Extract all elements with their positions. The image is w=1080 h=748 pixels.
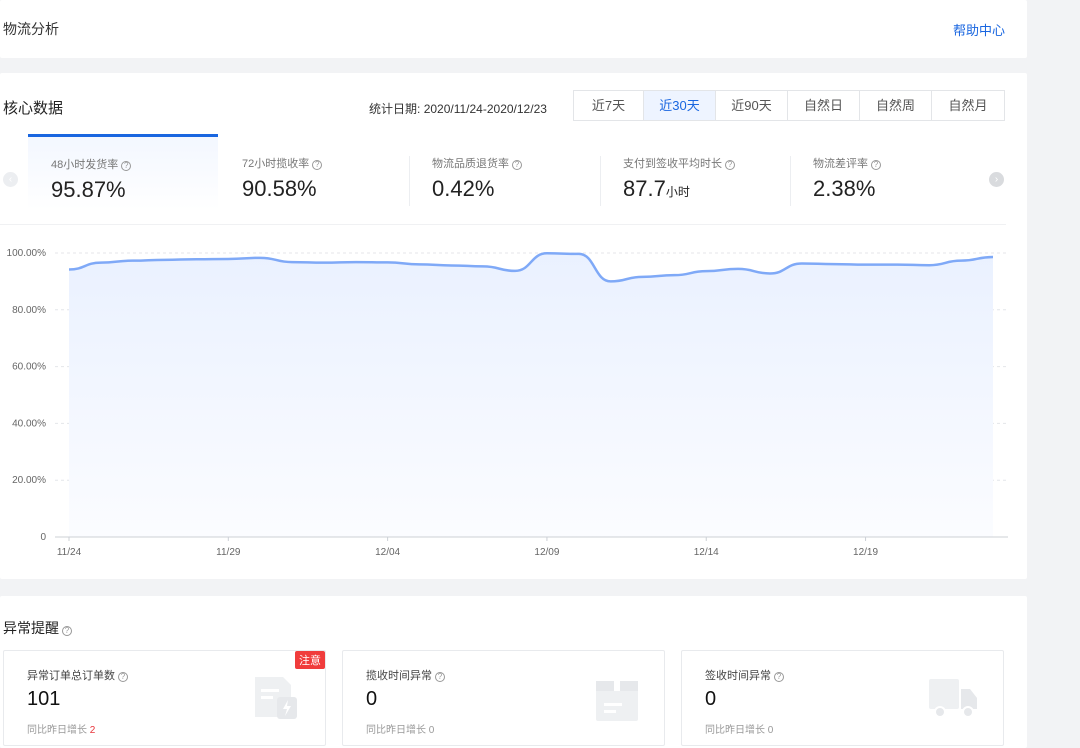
- help-icon[interactable]: ?: [121, 161, 132, 171]
- truck-icon: [929, 679, 977, 718]
- metric-label-text: 支付到签收平均时长: [623, 158, 722, 170]
- metric-value: 90.58%: [242, 176, 317, 201]
- alerts-title-text: 异常提醒: [3, 620, 59, 636]
- growth-label: 同比昨日增长: [705, 725, 765, 736]
- y-tick-label: 100.00%: [7, 248, 47, 259]
- stat-date-range: 2020/11/24-2020/12/23: [423, 102, 547, 116]
- metric-48h-shipping-rate[interactable]: 48小时发货率? 95.87%: [28, 134, 218, 210]
- metric-avg-delivery-time[interactable]: 支付到签收平均时长? 87.7小时: [600, 135, 790, 211]
- alerts-panel: 异常提醒? 注意 异常订单总订单数? 101 同比昨日增长 2 揽收时间异常? …: [0, 596, 1027, 748]
- x-tick-label: 12/19: [853, 547, 878, 558]
- metric-label: 物流品质退货率?: [432, 155, 522, 171]
- metric-value: 2.38%: [813, 176, 876, 201]
- tab-90-days[interactable]: 近90天: [716, 91, 788, 120]
- metric-value: 95.87%: [51, 177, 126, 202]
- help-icon[interactable]: ?: [725, 160, 735, 170]
- warning-badge: 注意: [295, 651, 325, 669]
- metric-label-text: 72小时揽收率: [242, 158, 310, 170]
- tab-30-days[interactable]: 近30天: [644, 91, 716, 120]
- card-label-text: 签收时间异常: [705, 670, 771, 682]
- growth-value: 0: [428, 725, 435, 736]
- card-label: 异常订单总订单数?: [27, 667, 128, 683]
- tab-7-days[interactable]: 近7天: [574, 91, 644, 120]
- metric-unit: 小时: [665, 185, 690, 199]
- series-line: [68, 252, 994, 283]
- metric-label: 支付到签收平均时长?: [623, 155, 735, 171]
- metric-value: 0.42%: [432, 176, 495, 201]
- card-value: 101: [27, 688, 61, 710]
- page-title: 物流分析: [3, 21, 59, 37]
- tab-natural-week[interactable]: 自然周: [860, 91, 932, 120]
- help-icon[interactable]: ?: [871, 160, 881, 170]
- help-icon[interactable]: ?: [435, 672, 445, 682]
- card-value: 0: [366, 688, 378, 710]
- card-label: 揽收时间异常?: [366, 667, 445, 683]
- tab-natural-month[interactable]: 自然月: [948, 98, 988, 113]
- metric-value: 87.7小时: [623, 176, 690, 202]
- date-range-tabs: 近7天 近30天 近90天 自然日 自然周 自然月: [573, 90, 1005, 121]
- core-data-panel: 核心数据 统计日期: 2020/11/24-2020/12/23 近7天 近30…: [0, 73, 1027, 579]
- trend-chart: 0 20.00% 40.00% 60.00% 80.00% 100.00% 11/24 11/…: [7, 248, 1008, 558]
- metric-divider: [790, 156, 791, 206]
- metric-negative-review-rate[interactable]: 物流差评率? 2.38%: [790, 135, 980, 211]
- alerts-title: 异常提醒?: [3, 618, 72, 638]
- metrics-separator: [0, 224, 1006, 225]
- metric-label: 72小时揽收率?: [242, 155, 323, 171]
- card-value: 0: [705, 688, 717, 710]
- alert-card-abnormal-orders[interactable]: 注意 异常订单总订单数? 101 同比昨日增长 2: [3, 650, 326, 746]
- help-icon[interactable]: ?: [312, 160, 323, 170]
- chart-area-fill: [69, 253, 993, 537]
- help-icon[interactable]: ?: [62, 626, 72, 636]
- next-arrow-icon[interactable]: ›: [989, 172, 1004, 187]
- help-icon[interactable]: ?: [118, 672, 128, 682]
- alert-card-pickup-time[interactable]: 揽收时间异常? 0 同比昨日增长 0: [342, 650, 665, 746]
- y-tick-label: 20.00%: [12, 475, 46, 486]
- package-icon: [596, 681, 638, 721]
- metric-quality-return-rate[interactable]: 物流品质退货率? 0.42%: [409, 135, 599, 211]
- x-tick-label: 11/24: [57, 547, 82, 558]
- card-growth: 同比昨日增长 0: [705, 721, 773, 736]
- tab-natural-day[interactable]: 自然日: [788, 91, 860, 120]
- metric-divider: [600, 156, 601, 206]
- stat-date-label: 统计日期:: [369, 102, 421, 116]
- stat-date: 统计日期: 2020/11/24-2020/12/23: [369, 100, 547, 117]
- x-tick-label: 12/04: [375, 547, 400, 558]
- x-tick-label: 12/09: [534, 547, 559, 558]
- growth-label: 同比昨日增长: [366, 725, 426, 736]
- growth-value: 0: [767, 725, 774, 736]
- metric-72h-pickup-rate[interactable]: 72小时揽收率? 90.58%: [219, 135, 409, 211]
- y-tick-label: 60.00%: [12, 362, 46, 373]
- y-tick-label: 80.00%: [12, 305, 46, 316]
- growth-value: 2: [89, 725, 96, 736]
- card-label-text: 揽收时间异常: [366, 670, 432, 682]
- card-label: 签收时间异常?: [705, 667, 784, 683]
- x-tick-label: 11/29: [216, 547, 241, 558]
- metric-label-text: 物流差评率: [813, 158, 868, 170]
- page-header: 物流分析 帮助中心: [0, 0, 1027, 58]
- alert-card-delivery-time[interactable]: 签收时间异常? 0 同比昨日增长 0: [681, 650, 1004, 746]
- help-icon[interactable]: ?: [512, 160, 522, 170]
- metric-label-text: 物流品质退货率: [432, 158, 509, 170]
- core-data-title: 核心数据: [3, 100, 64, 117]
- growth-label: 同比昨日增长: [27, 725, 87, 736]
- metric-label: 48小时发货率?: [51, 156, 132, 172]
- card-label-text: 异常订单总订单数: [27, 670, 115, 682]
- metric-divider: [409, 156, 410, 206]
- x-tick-label: 12/14: [694, 547, 719, 558]
- metric-value-number: 87.7: [623, 176, 666, 201]
- metric-label: 物流差评率?: [813, 155, 881, 171]
- y-tick-label: 40.00%: [12, 418, 46, 429]
- metric-label-text: 48小时发货率: [51, 159, 119, 171]
- help-icon[interactable]: ?: [774, 672, 784, 682]
- document-icon: [255, 677, 297, 719]
- card-growth: 同比昨日增长 2: [27, 721, 95, 736]
- y-tick-label: 0: [40, 532, 46, 543]
- card-growth: 同比昨日增长 0: [366, 721, 434, 736]
- help-center-link[interactable]: 帮助中心: [952, 23, 1005, 38]
- prev-arrow-icon[interactable]: ‹: [3, 172, 18, 187]
